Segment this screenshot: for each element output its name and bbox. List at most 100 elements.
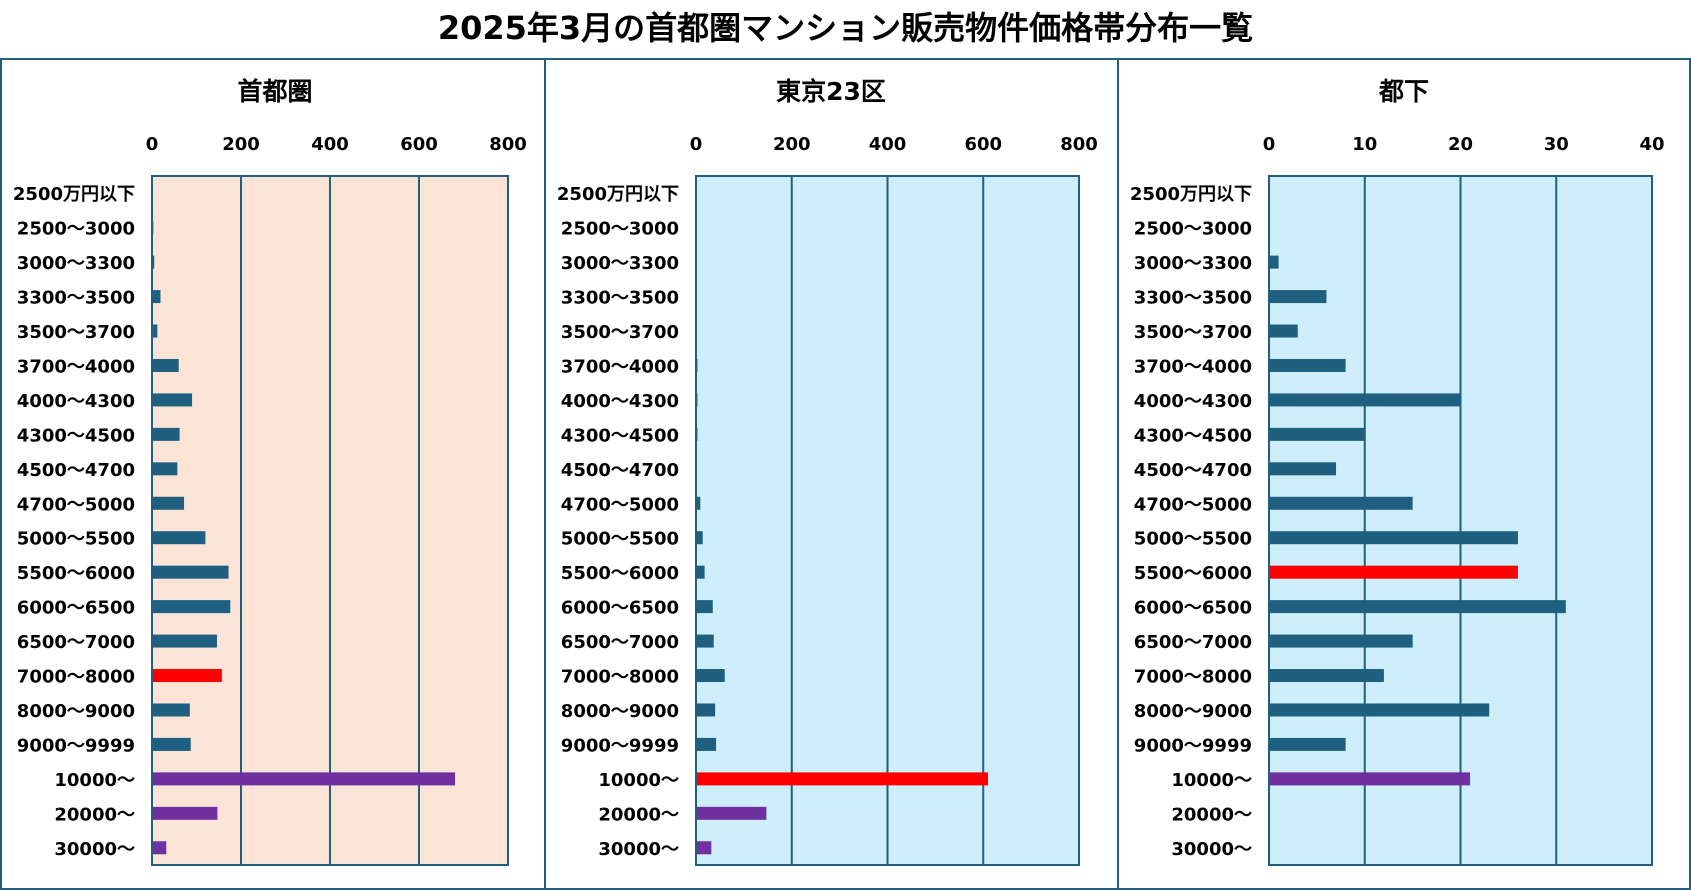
x-tick-label: 600 [400,134,438,155]
bar-tokashita-5 [1270,358,1346,372]
bar-shutoken-5 [153,358,179,372]
x-tick-label: 200 [222,134,260,155]
bar-tokyo23-19 [697,841,712,855]
y-category-label: 4500～4700 [1134,460,1252,481]
y-category-label: 20000～ [54,804,135,825]
bar-tokashita-7 [1270,427,1365,441]
panel-shutoken: 首都圏 0 200 400 600 800 2500万円以下 2500～3000 3000～33… [0,58,546,890]
bar-shutoken-14 [153,669,222,683]
y-category-label: 3500～3700 [1134,322,1252,343]
y-category-label: 2500万円以下 [13,184,135,205]
x-tick-label: 800 [1060,134,1098,155]
y-category-label: 4500～4700 [561,460,679,481]
y-category-label: 30000～ [598,839,679,860]
y-category-label: 4300～4500 [17,425,135,446]
x-tick-label: 0 [690,134,703,155]
y-category-label: 5500～6000 [17,563,135,584]
panel-tokyo23: 東京23区 0 200 400 600 800 2500万円以下 2500～3000 3000～… [544,58,1119,890]
y-category-label: 6500～7000 [561,632,679,653]
bar-tokashita-16 [1270,737,1346,751]
y-category-label: 9000～9999 [17,735,135,756]
y-category-label: 4700～5000 [1134,494,1252,515]
plot-frame [151,175,509,866]
y-category-label: 4000～4300 [1134,391,1252,412]
y-category-label: 20000～ [598,804,679,825]
y-category-label: 3300～3500 [1134,288,1252,309]
bar-tokyo23-11 [697,565,705,579]
x-tick-label: 0 [1263,134,1276,155]
bar-shutoken-19 [153,841,167,855]
y-category-label: 8000～9000 [561,701,679,722]
bar-tokashita-4 [1270,324,1298,338]
y-category-label: 5500～6000 [561,563,679,584]
y-category-label: 3700～4000 [17,356,135,377]
bar-shutoken-4 [153,324,158,338]
y-category-label: 2500万円以下 [557,184,679,205]
y-category-label: 5000～5500 [1134,529,1252,550]
y-category-label: 8000～9000 [17,701,135,722]
x-tick-label: 10 [1352,134,1377,155]
bar-shutoken-8 [153,462,178,476]
y-category-label: 4700～5000 [17,494,135,515]
bar-tokyo23-15 [697,703,716,717]
y-category-label: 2500～3000 [561,219,679,240]
bar-tokyo23-14 [697,669,725,683]
y-category-label: 8000～9000 [1134,701,1252,722]
y-category-label: 20000～ [1171,804,1252,825]
bar-shutoken-12 [153,600,231,614]
y-category-label: 3000～3300 [561,253,679,274]
panel-tokashita: 都下 0 10 20 30 40 2500万円以下 2500～3000 3000～3300 330… [1117,58,1691,890]
bar-shutoken-17 [153,772,456,786]
bar-tokyo23-10 [697,531,703,545]
bar-shutoken-3 [153,290,161,304]
bar-shutoken-6 [153,393,193,407]
x-tick-label: 40 [1639,134,1664,155]
y-category-label: 30000～ [1171,839,1252,860]
y-category-label: 3000～3300 [17,253,135,274]
y-category-label: 9000～9999 [1134,735,1252,756]
bar-tokyo23-17 [697,772,989,786]
x-tick-label: 600 [964,134,1002,155]
chart-shutoken: 首都圏 0 200 400 600 800 2500万円以下 2500～3000 3000～33… [13,77,527,866]
y-category-label: 4300～4500 [561,425,679,446]
y-category-label: 5000～5500 [17,529,135,550]
y-category-label: 6000～6500 [561,598,679,619]
y-category-label: 3300～3500 [561,288,679,309]
y-category-label: 4500～4700 [17,460,135,481]
plot-frame [1268,175,1653,866]
bar-tokashita-3 [1270,290,1327,304]
y-category-label: 4000～4300 [17,391,135,412]
bar-tokyo23-12 [697,600,713,614]
y-category-label: 6500～7000 [1134,632,1252,653]
y-category-label: 2500～3000 [1134,219,1252,240]
bar-shutoken-9 [153,496,185,510]
y-category-label: 10000～ [54,770,135,791]
x-tick-label: 400 [869,134,907,155]
bar-tokashita-14 [1270,669,1384,683]
bar-tokyo23-13 [697,634,714,648]
y-category-label: 4700～5000 [561,494,679,515]
bar-shutoken-11 [153,565,229,579]
bar-tokashita-11 [1270,565,1518,579]
plot-frame [695,175,1080,866]
y-category-label: 9000～9999 [561,735,679,756]
x-tick-label: 800 [489,134,527,155]
x-tick-label: 400 [311,134,349,155]
y-category-label: 7000～8000 [561,667,679,688]
x-tick-label: 200 [773,134,811,155]
bar-tokashita-6 [1270,393,1461,407]
bar-shutoken-10 [153,531,206,545]
y-category-label: 3500～3700 [561,322,679,343]
bar-tokyo23-9 [697,496,701,510]
y-category-label: 3700～4000 [561,356,679,377]
x-tick-label: 30 [1544,134,1569,155]
bar-tokashita-10 [1270,531,1518,545]
y-category-label: 7000～8000 [1134,667,1252,688]
bar-shutoken-2 [153,255,155,269]
y-category-label: 10000～ [1171,770,1252,791]
panel-title: 都下 [1378,77,1429,106]
y-category-label: 10000～ [598,770,679,791]
y-category-label: 6000～6500 [1134,598,1252,619]
y-category-label: 6000～6500 [17,598,135,619]
x-tick-label: 0 [146,134,159,155]
